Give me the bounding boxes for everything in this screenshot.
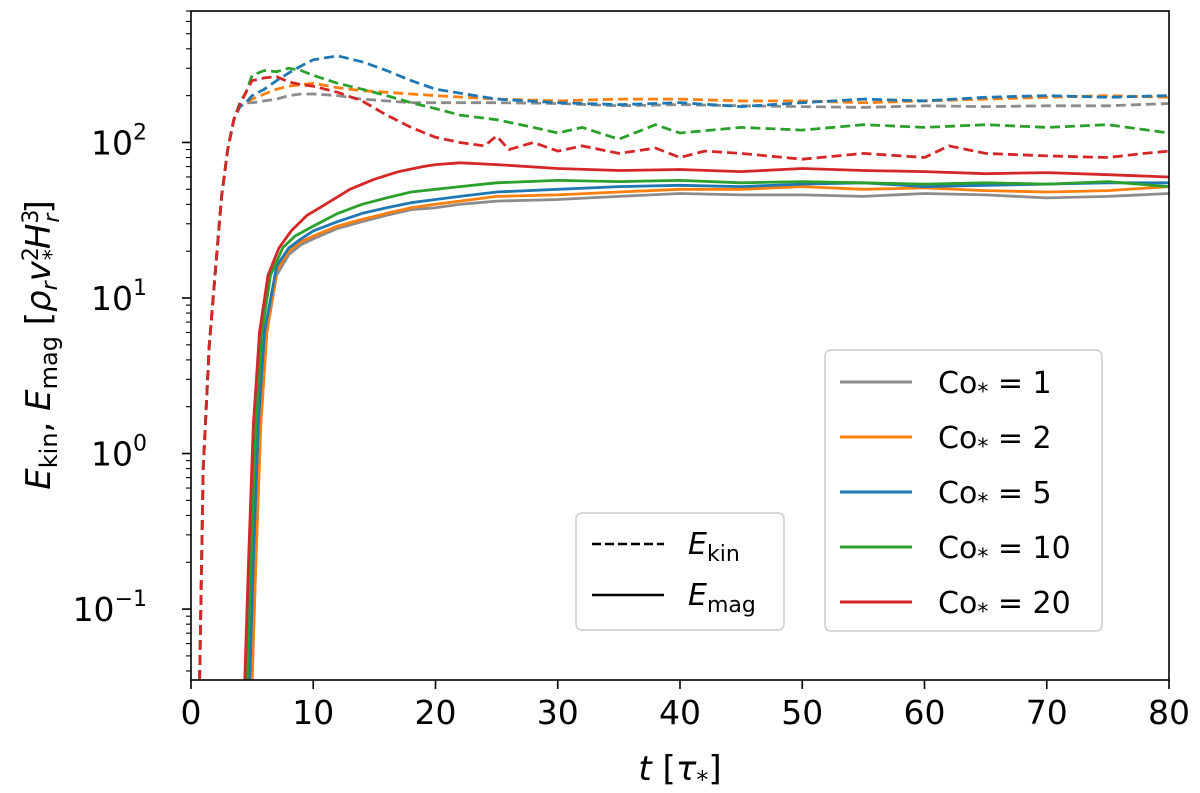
legend-series-label: Co* = 5 <box>938 476 1052 515</box>
series-line-kin-0 <box>198 92 1169 680</box>
y-tick-label: 102 <box>91 120 147 162</box>
legend-style-label-mag: Emag <box>688 578 756 618</box>
y-tick-label: 10−1 <box>73 587 147 629</box>
legend-series-label: Co* = 1 <box>938 366 1052 405</box>
y-axis-ticks: 10−1 100 101 102 <box>73 10 191 672</box>
x-tick-label: 0 <box>181 693 202 732</box>
series-line-mag-9 <box>243 161 1169 680</box>
legend-series: Co* = 1 Co* = 2 Co* = 5 Co* = 10 Co* = 20 <box>824 349 1103 632</box>
legend-style-label-kin: Ekin <box>688 527 740 567</box>
x-tick-label: 40 <box>659 693 701 732</box>
series-line-kin-1 <box>198 81 1169 680</box>
x-tick-label: 30 <box>537 693 579 732</box>
y-tick-label: 101 <box>91 276 147 318</box>
x-axis-ticks: 0 10 20 30 40 50 60 70 80 <box>181 680 1190 732</box>
x-tick-label: 80 <box>1148 693 1190 732</box>
series-layer <box>198 54 1169 680</box>
legend-style: Ekin Emag <box>575 512 785 631</box>
series-line-mag-7 <box>248 181 1169 680</box>
legend-style-frame <box>575 512 785 631</box>
series-line-mag-5 <box>250 192 1169 680</box>
series-line-kin-4 <box>198 75 1169 680</box>
legend-series-label: Co* = 20 <box>938 586 1071 625</box>
x-tick-label: 60 <box>904 693 946 732</box>
x-tick-label: 70 <box>1026 693 1068 732</box>
x-tick-label: 10 <box>292 693 334 732</box>
series-line-mag-6 <box>250 185 1169 680</box>
y-axis-label: Ekin, Emag [ρrv2*H3r] <box>19 200 65 489</box>
x-axis-label: t [τ*] <box>638 749 721 793</box>
series-line-mag-8 <box>245 178 1169 680</box>
legend-series-label: Co* = 10 <box>938 531 1071 570</box>
y-tick-label: 100 <box>91 432 147 474</box>
x-tick-label: 20 <box>415 693 457 732</box>
legend-series-label: Co* = 2 <box>938 421 1052 460</box>
legend-series-frame <box>824 349 1103 632</box>
x-tick-label: 50 <box>781 693 823 732</box>
